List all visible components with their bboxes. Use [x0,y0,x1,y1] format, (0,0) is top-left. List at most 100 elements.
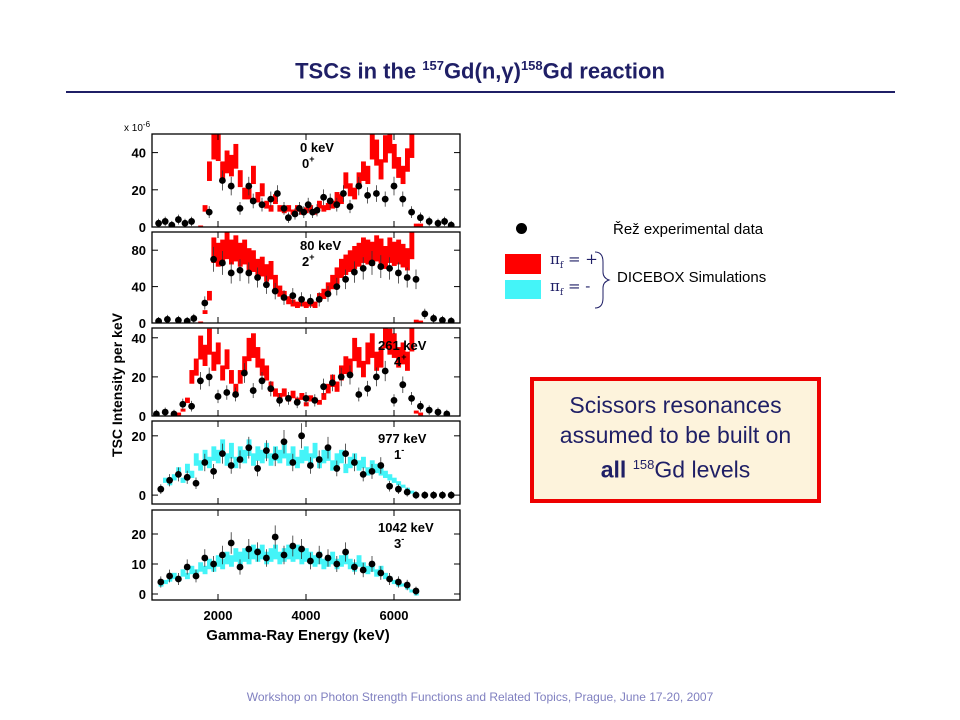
exp-point [447,221,455,227]
sim-bar [396,347,402,368]
exp-point [254,274,261,281]
exp-point [324,290,332,298]
sim-bar [251,165,256,185]
exp-point [447,317,455,323]
sim-bar [387,474,393,481]
level-spin-label: 0+ [302,154,315,171]
sim-bar [334,381,340,392]
sim-bar [321,393,327,400]
sim-bar [229,370,234,384]
sim-bar [207,161,212,181]
sim-bar [347,456,353,469]
sim-bar [268,205,274,212]
exp-point [434,408,442,416]
exp-point [307,557,314,565]
sim-bar [277,449,283,464]
sim-bar [207,558,212,570]
sim-bar [229,555,234,567]
sim-bar [343,254,349,275]
exp-point [280,551,288,559]
legend-cyan-swatch [505,280,541,299]
sim-bar [383,572,388,580]
exp-point [364,191,371,199]
exp-point [241,369,248,377]
sim-bar [202,205,208,212]
sim-bar [387,328,393,355]
sim-bar [325,202,331,211]
sim-bar [277,285,283,297]
sim-bar [207,290,212,301]
sim-bar [215,342,221,365]
exp-point [289,292,297,300]
sim-bar [224,150,230,174]
sim-bar [163,477,168,483]
sim-bar [378,159,384,180]
exp-point [307,462,314,469]
exp-point [439,316,446,323]
sim-bar [409,232,415,260]
callout-line-2: assumed to be built on [559,422,792,448]
exp-point [390,396,398,404]
exp-point [188,402,196,410]
sim-bar [286,205,292,212]
sim-bar [242,449,248,464]
exp-point [245,545,253,553]
sim-bar [242,548,248,562]
exp-point [368,467,376,475]
sim-bar [396,157,402,178]
exp-point [223,389,231,396]
exp-point [425,218,433,225]
level-energy-label: 80 keV [300,238,342,253]
sim-bar [202,310,208,314]
sim-bar [405,148,410,172]
sim-bar [339,555,344,567]
sim-bar [339,449,344,464]
sim-bar [347,558,353,570]
sim-bar [286,544,292,560]
sim-bar [400,165,406,185]
sim-bar [383,135,388,163]
exp-point [443,410,451,416]
sim-bar [365,165,371,185]
exp-point [421,491,429,499]
exp-point [408,395,415,402]
sim-bar [224,453,230,466]
sim-bar [259,544,265,560]
exp-point [285,214,292,222]
sim-bar [400,484,406,488]
exp-point [326,197,334,205]
sim-bar [343,463,349,474]
exp-point [205,373,213,381]
sim-bar [215,555,221,567]
exp-point [285,395,292,402]
legend-cyan-label: πf = - [550,277,591,298]
sim-bar [277,205,283,212]
sim-bar [391,143,397,169]
exp-point [155,219,163,227]
sim-bar [356,555,362,567]
exp-point [258,201,266,209]
sim-bar [290,390,296,399]
exp-point [311,396,319,404]
sim-bar [413,223,419,227]
sim-bar [251,333,256,358]
sim-bar [229,442,234,459]
sim-bar [193,358,199,376]
sim-bar [334,267,340,284]
exp-point [298,545,305,553]
y-tick-label: 40 [132,331,146,346]
exp-point [181,219,189,227]
exp-point [236,205,244,212]
exp-point [351,268,358,276]
sim-bar [374,569,380,577]
exp-point [359,265,367,272]
exp-point [300,208,308,216]
sim-bar [171,572,177,580]
exp-point [263,281,270,289]
exp-point [373,373,380,381]
exp-point [377,569,385,577]
exp-point [170,410,178,416]
